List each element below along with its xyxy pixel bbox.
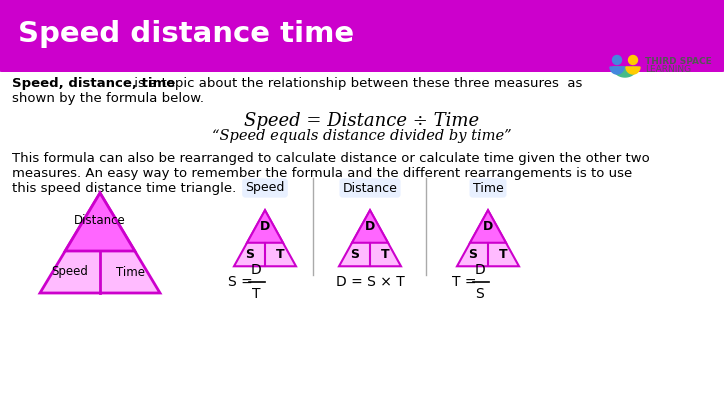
Polygon shape — [457, 210, 519, 266]
Bar — [2, 2, 722, 67]
Text: S =: S = — [227, 275, 253, 289]
Text: D: D — [483, 220, 493, 233]
Text: this speed distance time triangle.: this speed distance time triangle. — [12, 182, 236, 195]
Polygon shape — [470, 210, 506, 243]
Text: Distance: Distance — [342, 181, 397, 194]
Text: Speed = Distance ÷ Time: Speed = Distance ÷ Time — [245, 112, 479, 130]
Text: D: D — [251, 263, 261, 277]
Text: Distance: Distance — [74, 213, 126, 226]
Polygon shape — [247, 210, 283, 243]
Text: Time: Time — [473, 181, 503, 194]
Text: T: T — [382, 248, 390, 261]
Text: This formula can also be rearranged to calculate distance or calculate time give: This formula can also be rearranged to c… — [12, 152, 649, 165]
FancyBboxPatch shape — [0, 0, 724, 72]
Polygon shape — [40, 193, 160, 293]
Circle shape — [628, 55, 638, 65]
Text: S: S — [245, 248, 254, 261]
Text: is a topic about the relationship between these three measures  as: is a topic about the relationship betwee… — [130, 77, 582, 90]
Text: D = S × T: D = S × T — [336, 275, 405, 289]
Text: T =: T = — [452, 275, 476, 289]
Polygon shape — [65, 193, 135, 251]
Text: Speed, distance, time: Speed, distance, time — [12, 77, 175, 90]
Text: Speed distance time: Speed distance time — [18, 20, 354, 48]
Text: D: D — [365, 220, 375, 233]
Text: “Speed equals distance divided by time”: “Speed equals distance divided by time” — [212, 129, 512, 143]
Text: T: T — [276, 248, 285, 261]
Text: T: T — [499, 248, 508, 261]
Text: Speed: Speed — [245, 181, 285, 194]
Text: LEARNING: LEARNING — [645, 65, 691, 73]
Polygon shape — [610, 67, 624, 74]
Text: D: D — [475, 263, 485, 277]
Polygon shape — [339, 210, 401, 266]
Text: Time: Time — [116, 265, 145, 278]
Text: D: D — [260, 220, 270, 233]
Circle shape — [613, 55, 621, 65]
Polygon shape — [234, 210, 296, 266]
Text: S: S — [476, 287, 484, 301]
Text: T: T — [252, 287, 260, 301]
Text: THIRD SPACE: THIRD SPACE — [645, 57, 712, 66]
Polygon shape — [613, 67, 637, 77]
Text: S: S — [468, 248, 477, 261]
Text: measures. An easy way to remember the formula and the different rearrangements i: measures. An easy way to remember the fo… — [12, 167, 632, 180]
Polygon shape — [626, 67, 640, 74]
Text: shown by the formula below.: shown by the formula below. — [12, 92, 204, 105]
Text: S: S — [350, 248, 359, 261]
Polygon shape — [352, 210, 388, 243]
Text: Speed: Speed — [51, 265, 88, 278]
